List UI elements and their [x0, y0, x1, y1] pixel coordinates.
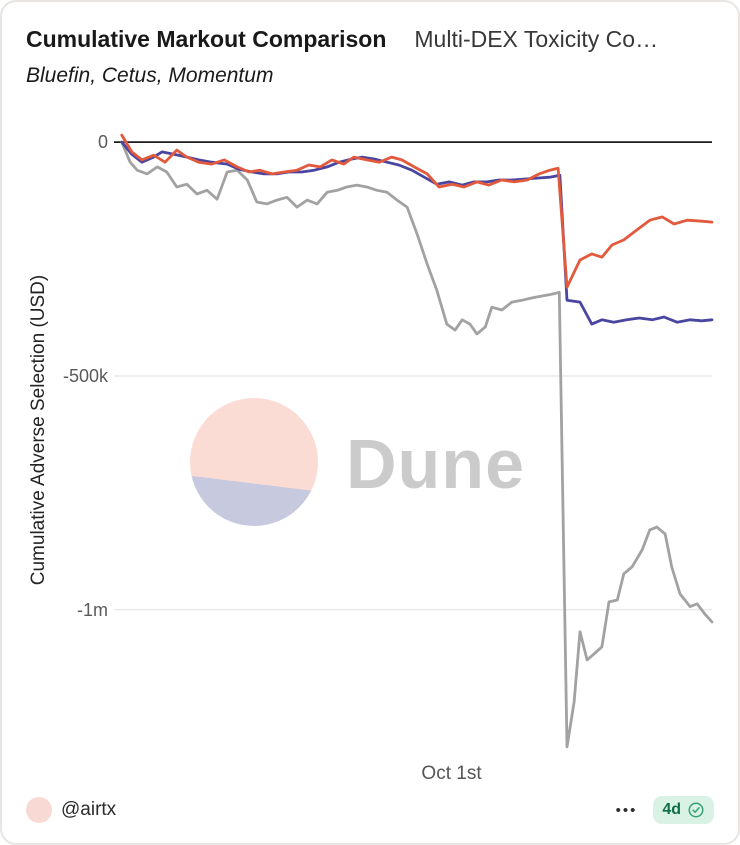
series-line-bluefin: [120, 133, 714, 289]
y-axis-label: Cumulative Adverse Selection (USD): [28, 274, 49, 586]
age-badge[interactable]: 4d: [653, 796, 714, 824]
chart-title-secondary: Multi-DEX Toxicity Co…: [414, 26, 659, 52]
y-tick-minus-500k: -500k: [62, 366, 108, 386]
chart-plot: [114, 133, 714, 749]
dune-watermark-text: Dune: [346, 425, 525, 503]
age-text: 4d: [662, 801, 681, 818]
header: Cumulative Markout Comparison Multi-DEX …: [26, 26, 716, 53]
chart-title: Cumulative Markout Comparison: [26, 26, 387, 52]
verified-check-icon: [688, 802, 704, 818]
chart-subtitle: Bluefin, Cetus, Momentum: [26, 64, 274, 87]
y-tick-minus-1m: -1m: [77, 600, 108, 620]
dune-logo-icon: [190, 398, 318, 526]
series-line-momentum: [120, 140, 714, 749]
more-menu-button[interactable]: •••: [615, 801, 638, 819]
y-tick-zero: 0: [97, 132, 108, 152]
footer-actions: ••• 4d: [616, 796, 714, 824]
x-tick-oct-1st: Oct 1st: [421, 763, 482, 784]
author-avatar: [26, 797, 52, 823]
author-handle: @airtx: [61, 799, 117, 820]
footer: @airtx ••• 4d: [26, 794, 714, 826]
author-link[interactable]: @airtx: [26, 797, 116, 823]
